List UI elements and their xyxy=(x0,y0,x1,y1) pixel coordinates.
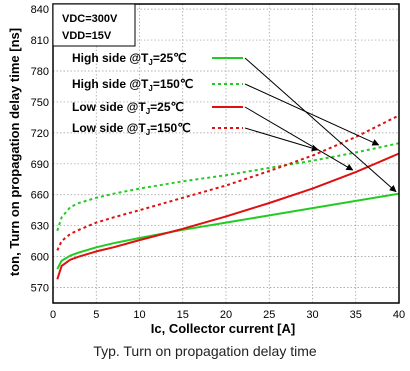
y-tick-labels: 570 600 630 660 690 720 750 780 810 840 xyxy=(31,4,49,294)
y-tick-label-1: 600 xyxy=(31,252,49,264)
x-tick-labels: 0 5 10 15 20 25 30 35 40 xyxy=(50,309,405,321)
legend-label-0: High side @TJ=25℃ xyxy=(72,51,187,67)
x-axis-label: Ic, Collector current [A] xyxy=(151,321,295,336)
y-tick-label-8: 810 xyxy=(31,35,49,47)
legend-label-1: High side @TJ=150℃ xyxy=(72,77,193,93)
series-line-2 xyxy=(56,152,400,280)
y-tick-label-4: 690 xyxy=(31,159,49,171)
series-line-3 xyxy=(56,114,400,251)
series-line-1 xyxy=(56,142,400,232)
grid xyxy=(52,4,400,303)
y-tick-label-7: 780 xyxy=(31,66,49,78)
y-tick-label-6: 750 xyxy=(31,97,49,109)
x-tick-label-8: 40 xyxy=(393,309,405,321)
plot-frame xyxy=(52,3,400,304)
leader-arrow-3 xyxy=(244,127,319,152)
series-layer xyxy=(56,114,400,280)
leader-arrow-2 xyxy=(244,106,354,171)
condition-vdd: VDD=15V xyxy=(62,30,112,42)
y-tick-label-9: 840 xyxy=(31,4,49,16)
y-tick-label-0: 570 xyxy=(31,283,49,295)
x-tick-label-1: 5 xyxy=(93,309,99,321)
conditions-box: VDC=300V VDD=15V xyxy=(52,3,136,47)
y-tick-label-3: 660 xyxy=(31,190,49,202)
conditions-box-frame xyxy=(52,3,136,47)
condition-vdc: VDC=300V xyxy=(62,13,118,25)
leader-arrow-0 xyxy=(244,57,397,193)
legend: High side @TJ=25℃ High side @TJ=150℃ Low s… xyxy=(72,51,243,137)
x-tick-label-4: 20 xyxy=(220,309,232,321)
leader-arrows xyxy=(244,57,397,193)
y-tick-label-5: 720 xyxy=(31,128,49,140)
y-axis-label: ton, Turn on propagation delay time [ns] xyxy=(7,28,22,276)
y-tick-label-2: 630 xyxy=(31,221,49,233)
x-tick-label-3: 15 xyxy=(177,309,189,321)
x-tick-label-6: 30 xyxy=(306,309,318,321)
x-tick-label-7: 35 xyxy=(350,309,362,321)
figure-caption: Typ. Turn on propagation delay time xyxy=(93,343,317,359)
leader-arrow-1 xyxy=(244,83,380,146)
series-line-0 xyxy=(56,192,400,270)
legend-label-3: Low side @TJ=150℃ xyxy=(72,121,191,137)
x-tick-label-2: 10 xyxy=(133,309,145,321)
legend-label-2: Low side @TJ=25℃ xyxy=(72,100,184,116)
x-tick-label-5: 25 xyxy=(263,309,275,321)
x-tick-label-0: 0 xyxy=(50,309,56,321)
